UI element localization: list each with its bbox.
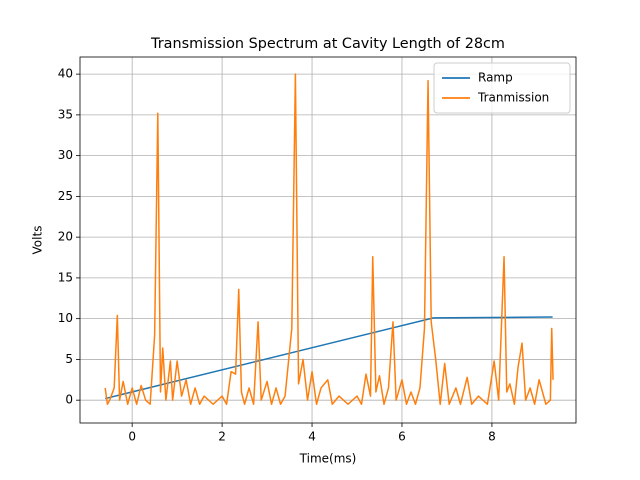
legend: Ramp Tranmission: [433, 62, 571, 114]
y-tick-label: 35: [58, 107, 73, 121]
legend-label: Tranmission: [477, 91, 549, 105]
ticks: 0 2 4 6 8 0 5 10 15 20 25 30 35 40: [58, 67, 496, 444]
grid: [80, 57, 576, 423]
y-tick-label: 25: [58, 189, 73, 203]
y-tick-label: 40: [58, 67, 73, 81]
series-line: [104, 73, 554, 405]
chart-title: Transmission Spectrum at Cavity Length o…: [150, 36, 505, 52]
series-line: [105, 316, 553, 400]
y-tick-label: 5: [65, 352, 73, 366]
y-tick-label: 20: [58, 230, 73, 244]
x-tick-label: 8: [488, 430, 496, 444]
x-tick-label: 4: [308, 430, 316, 444]
y-axis-label: Volts: [31, 226, 45, 255]
y-tick-label: 0: [65, 393, 73, 407]
legend-label: Ramp: [478, 71, 513, 85]
y-tick-label: 10: [58, 311, 73, 325]
x-tick-label: 6: [398, 430, 406, 444]
x-axis-label: Time(ms): [299, 452, 357, 466]
legend-box: [433, 62, 571, 114]
x-tick-label: 2: [218, 430, 226, 444]
axes-frame: [79, 56, 577, 424]
x-tick-label: 0: [128, 430, 136, 444]
plot: [104, 73, 554, 405]
y-tick-label: 15: [58, 270, 73, 284]
y-tick-label: 30: [58, 148, 73, 162]
